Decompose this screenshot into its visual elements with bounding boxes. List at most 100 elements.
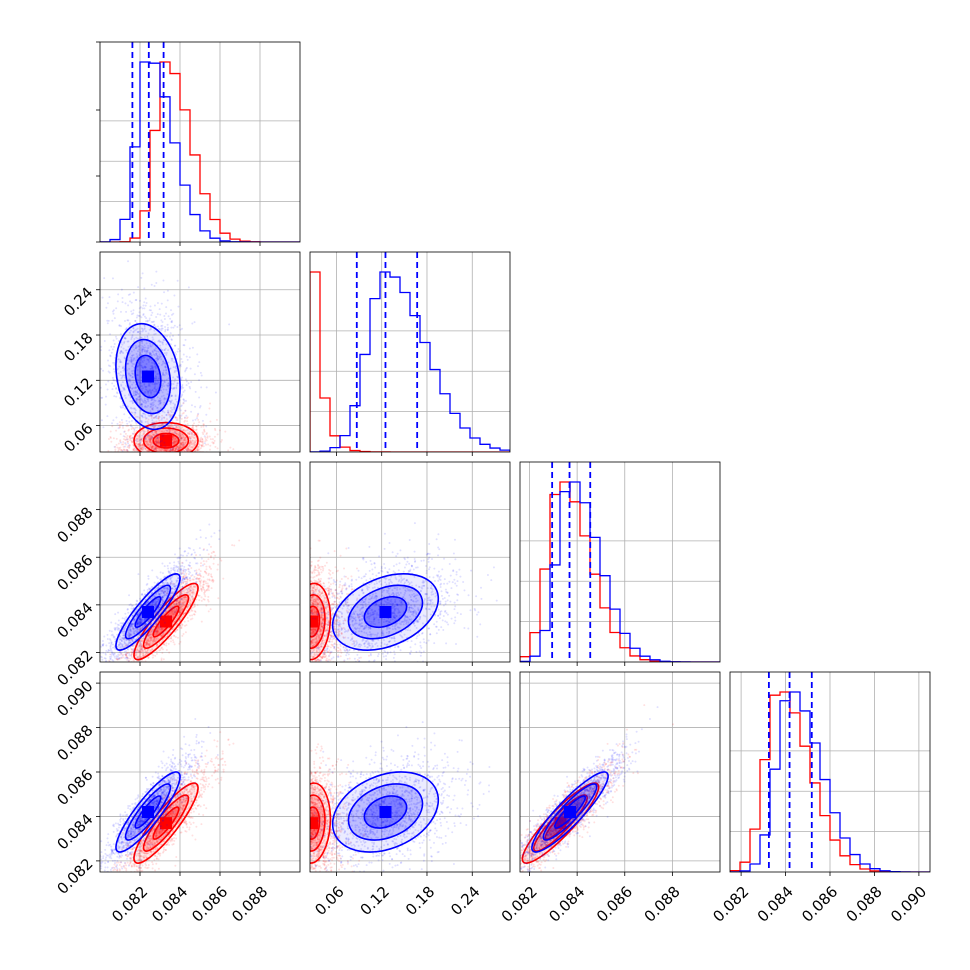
scatter-point	[147, 438, 150, 441]
scatter-point	[150, 391, 153, 394]
scatter-point	[210, 555, 213, 558]
scatter-point	[189, 576, 192, 579]
scatter-point	[155, 315, 158, 318]
scatter-point	[185, 554, 188, 557]
scatter-point	[155, 430, 158, 433]
scatter-point	[118, 665, 120, 667]
scatter-point	[118, 447, 121, 450]
scatter-point	[139, 382, 142, 385]
scatter-point	[168, 455, 170, 457]
scatter-point	[139, 597, 142, 600]
scatter-point	[213, 532, 216, 535]
scatter-point	[105, 306, 108, 309]
scatter-point	[140, 276, 143, 279]
scatter-point	[151, 421, 154, 424]
scatter-point	[193, 603, 196, 606]
scatter-point	[157, 403, 160, 406]
scatter-point	[165, 648, 168, 651]
scatter-point	[141, 648, 144, 651]
scatter-point	[95, 694, 97, 696]
scatter-point	[202, 442, 205, 445]
scatter-point	[132, 448, 135, 451]
scatter-point	[154, 453, 156, 455]
scatter-point	[156, 406, 159, 409]
scatter-point	[155, 440, 158, 443]
scatter-point	[185, 441, 188, 444]
scatter-point	[124, 337, 127, 340]
scatter-point	[138, 341, 141, 344]
scatter-point	[120, 448, 123, 451]
scatter-point	[190, 410, 193, 413]
scatter-point	[173, 361, 176, 364]
scatter-point	[177, 444, 180, 447]
scatter-point	[173, 408, 176, 411]
scatter-point	[190, 433, 193, 436]
scatter-point	[102, 426, 105, 429]
scatter-point	[196, 431, 199, 434]
scatter-point	[168, 413, 171, 416]
scatter-point	[147, 390, 150, 393]
scatter-point	[198, 421, 201, 424]
scatter-point	[101, 396, 104, 399]
scatter-point	[122, 369, 125, 372]
scatter-point	[151, 431, 154, 434]
scatter-point	[199, 574, 202, 577]
scatter-point	[151, 454, 153, 456]
scatter-point	[156, 447, 159, 450]
scatter-point	[156, 406, 159, 409]
scatter-point	[188, 431, 191, 434]
scatter-point	[163, 317, 166, 320]
scatter-point	[183, 420, 186, 423]
scatter-point	[218, 429, 221, 432]
scatter-point	[163, 397, 166, 400]
scatter-point	[137, 443, 140, 446]
scatter-point	[110, 440, 113, 443]
scatter-point	[153, 434, 156, 437]
scatter-point	[188, 444, 191, 447]
scatter-point	[140, 340, 143, 343]
scatter-point	[133, 427, 136, 430]
scatter-point	[177, 425, 180, 428]
scatter-point	[151, 445, 154, 448]
scatter-point	[116, 367, 119, 370]
scatter-point	[158, 424, 161, 427]
scatter-point	[119, 692, 121, 694]
scatter-point	[169, 447, 172, 450]
scatter-point	[178, 454, 180, 456]
scatter-point	[132, 312, 135, 315]
scatter-point	[162, 434, 165, 437]
panel-0-0	[96, 41, 301, 246]
scatter-point	[161, 327, 164, 330]
scatter-point	[184, 454, 186, 456]
scatter-point	[189, 441, 192, 444]
scatter-point	[194, 577, 197, 580]
scatter-point	[170, 511, 172, 513]
scatter-point	[164, 449, 167, 452]
scatter-point	[135, 453, 137, 455]
scatter-point	[170, 313, 173, 316]
scatter-point	[145, 417, 148, 420]
scatter-point	[139, 441, 142, 444]
scatter-point	[132, 326, 135, 329]
scatter-point	[159, 402, 162, 405]
scatter-point	[191, 614, 194, 617]
scatter-point	[196, 417, 199, 420]
scatter-point	[115, 387, 118, 390]
scatter-point	[200, 444, 203, 447]
scatter-point	[158, 356, 161, 359]
scatter-point	[165, 306, 168, 309]
scatter-point	[152, 433, 155, 436]
scatter-point	[147, 382, 150, 385]
scatter-point	[198, 444, 201, 447]
scatter-point	[157, 358, 160, 361]
scatter-point	[161, 343, 164, 346]
scatter-point	[150, 309, 153, 312]
scatter-point	[179, 446, 182, 449]
scatter-point	[164, 449, 167, 452]
scatter-point	[160, 395, 163, 398]
scatter-point	[142, 455, 144, 457]
scatter-point	[111, 319, 114, 322]
scatter-point	[187, 453, 189, 455]
scatter-point	[170, 567, 173, 570]
scatter-point	[152, 448, 155, 451]
